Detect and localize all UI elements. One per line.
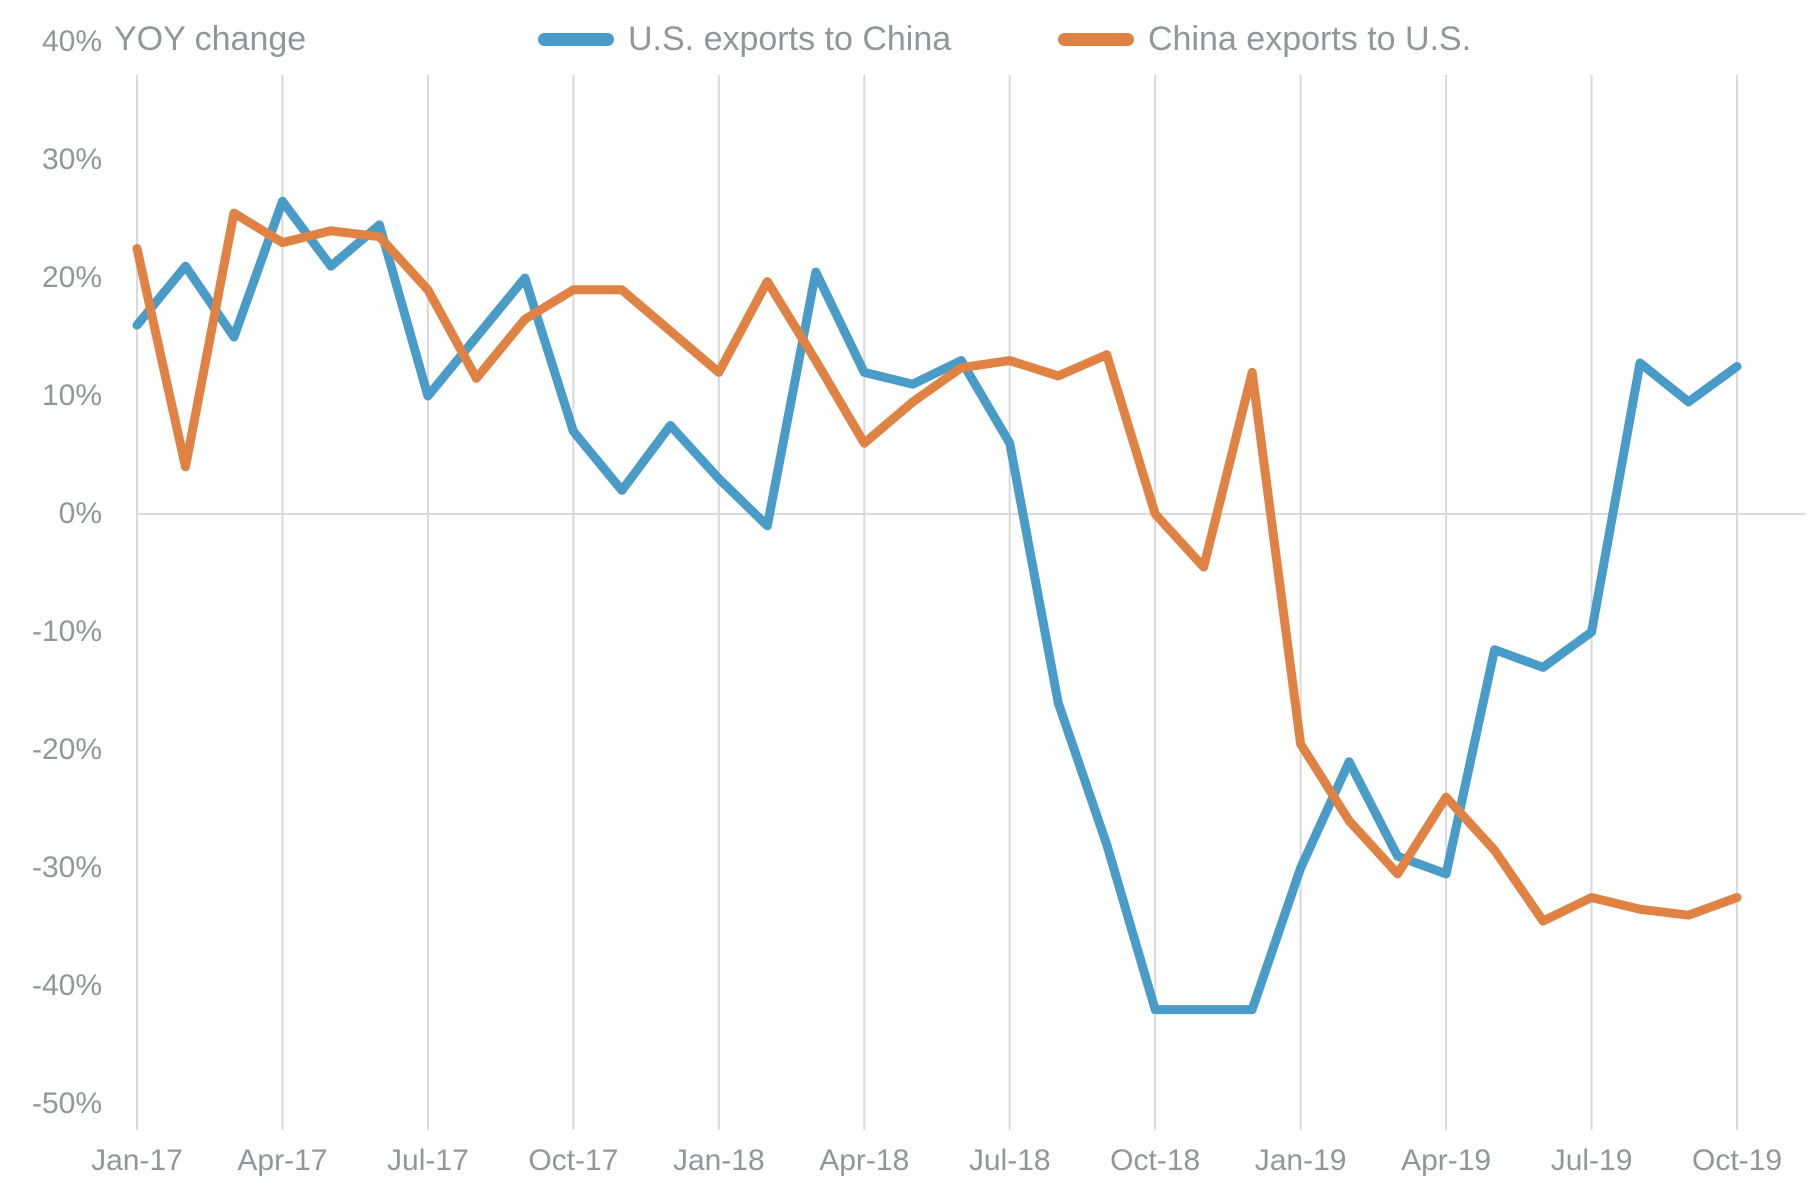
x-tick-label: Jul-18 <box>968 1144 1051 1177</box>
y-tick-label: -20% <box>31 733 102 766</box>
x-tick-label: Jul-17 <box>387 1144 469 1177</box>
us-exports-line-swatch-icon <box>538 32 614 46</box>
x-tick-label: Apr-17 <box>237 1144 328 1177</box>
y-tick-label: 30% <box>41 143 102 176</box>
y-tick-label: -30% <box>31 851 102 884</box>
x-tick-label: Apr-19 <box>1401 1144 1492 1177</box>
legend-item-china-exports: China exports to U.S. <box>1058 20 1471 58</box>
x-tick-label: Oct-18 <box>1110 1144 1201 1177</box>
china-exports-line <box>132 208 1742 926</box>
x-tick-label: Jan-19 <box>1254 1144 1347 1177</box>
y-tick-label: -10% <box>31 615 102 648</box>
x-tick-label: Jan-17 <box>91 1144 183 1177</box>
x-tick-label: Oct-19 <box>1691 1144 1783 1177</box>
y-tick-label: 40% <box>41 25 102 58</box>
y-tick-label: -50% <box>31 1087 102 1120</box>
x-tick-label: Oct-17 <box>528 1144 619 1177</box>
x-tick-label: Jul-19 <box>1550 1144 1633 1177</box>
legend-label-us-exports: U.S. exports to China <box>628 20 952 58</box>
y-tick-label: 0% <box>58 497 102 530</box>
us-exports-line <box>132 196 1742 1015</box>
x-tick-label: Apr-18 <box>819 1144 910 1177</box>
y-tick-label: 20% <box>41 261 102 294</box>
legend-label-china-exports: China exports to U.S. <box>1148 20 1472 58</box>
y-tick-label: -40% <box>31 969 102 1002</box>
y-tick-label: 10% <box>41 379 102 412</box>
china-exports-line-swatch-icon <box>1058 32 1134 46</box>
legend-item-us-exports: U.S. exports to China <box>538 20 951 58</box>
chart-title: YOY change <box>114 20 307 58</box>
x-tick-label: Jan-18 <box>672 1144 765 1177</box>
